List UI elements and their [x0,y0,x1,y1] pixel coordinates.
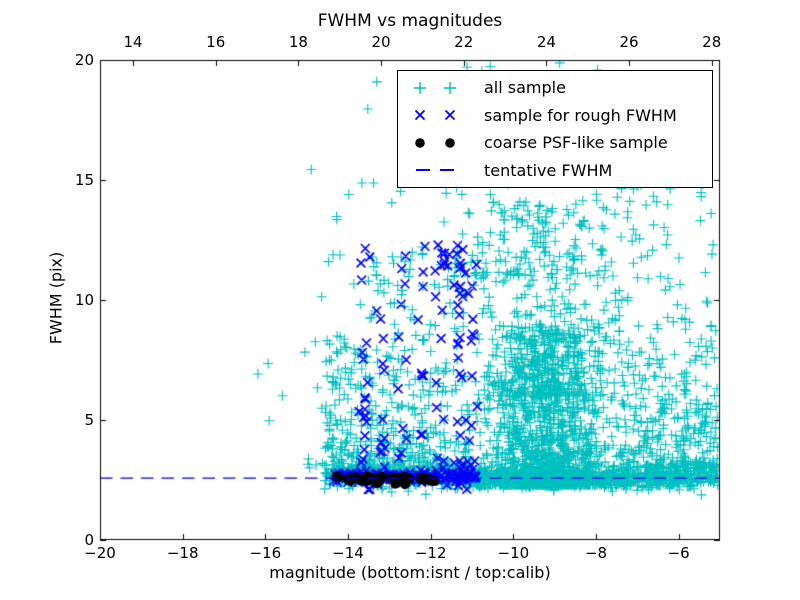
x-top-tick-label: 26 [619,33,639,51]
x-bottom-tick-label: −18 [166,544,199,562]
y-tick-label: 15 [74,171,94,189]
legend-label: all sample [484,78,566,98]
x-bottom-tick-label: −20 [84,544,116,562]
legend-entry-coarse-psf: coarse PSF-like sample [398,129,712,156]
y-tick-label: 10 [74,291,94,309]
legend-circle-marker-icon [410,133,472,153]
x-top-tick-label: 18 [288,33,308,51]
legend-entry-tentative-fwhm: tentative FWHM [398,157,712,184]
x-top-tick-label: 14 [123,33,143,51]
x-top-tick-label: 28 [702,33,722,51]
legend-label: sample for rough FWHM [484,105,677,125]
legend-dashed-line-icon [410,160,472,180]
legend-label: tentative FWHM [484,160,613,180]
x-bottom-tick-label: −6 [667,544,690,562]
x-bottom-tick-label: −8 [584,544,608,562]
legend-plus-marker-icon [410,78,472,98]
x-top-tick-label: 24 [536,33,556,51]
legend: all sample sample for rough FWHM coarse … [397,70,713,188]
x-bottom-tick-label: −10 [497,544,530,562]
legend-label: coarse PSF-like sample [484,133,668,153]
y-tick-label: 20 [74,51,94,69]
x-top-tick-label: 16 [206,33,226,51]
x-top-tick-label: 22 [454,33,474,51]
x-bottom-tick-label: −12 [414,544,447,562]
x-bottom-tick-label: −14 [332,544,364,562]
legend-entry-rough-fwhm: sample for rough FWHM [398,102,712,129]
x-top-tick-label: 20 [371,33,391,51]
y-tick-label: 5 [84,411,94,429]
plot-title: FWHM vs magnitudes [317,11,503,31]
legend-entry-all-sample: all sample [398,74,712,101]
x-bottom-tick-label: −16 [249,544,282,562]
legend-x-marker-icon [410,105,472,125]
y-tick-label: 0 [84,531,94,549]
x-axis-label: magnitude (bottom:isnt / top:calib) [269,563,551,582]
